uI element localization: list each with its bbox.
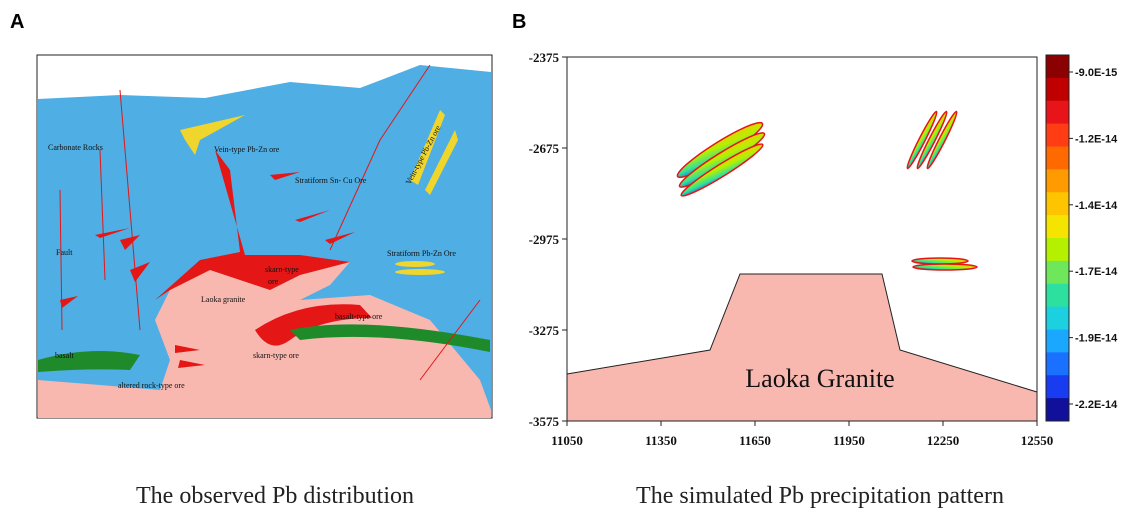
colorbar-band <box>1046 55 1069 79</box>
colorbar-band <box>1046 215 1069 239</box>
basalt <box>38 351 140 372</box>
ore-body <box>916 110 948 170</box>
x-tick-label: 11050 <box>551 433 583 448</box>
map-label: Fault <box>56 248 73 257</box>
colorbar-band <box>1046 375 1069 399</box>
x-tick-label: 12250 <box>927 433 960 448</box>
x-tick-label: 11350 <box>645 433 677 448</box>
stratiform-ore <box>395 261 435 267</box>
fault <box>59 64 481 381</box>
caption: The simulated Pb precipitation pattern <box>636 483 1004 509</box>
map-label: Laoka granite <box>201 295 246 304</box>
colorbar-band <box>1046 283 1069 308</box>
map-label: Vein-type Pb-Zn ore <box>214 145 280 154</box>
simulation-plot: Laoka Granite <box>566 56 1038 422</box>
colorbar-band <box>1046 169 1069 193</box>
map-label: Carbonate Rocks <box>48 143 103 152</box>
colorbar-band <box>1046 123 1069 147</box>
y-tick-label: -2975 <box>529 232 560 247</box>
map-label: ore <box>268 277 279 286</box>
colorbar-label: -9.0E-15 <box>1075 67 1117 79</box>
colorbar-label: -1.4E-14 <box>1075 200 1118 212</box>
ore-body <box>926 110 958 170</box>
basalt-ore <box>290 324 490 352</box>
colorbar-label: -1.7E-14 <box>1075 266 1118 278</box>
map-label: basalt-type ore <box>335 312 383 321</box>
colorbar-band <box>1046 77 1069 102</box>
map-label: altered rock-type ore <box>118 381 185 390</box>
map-label: Stratiform Pb-Zn Ore <box>387 249 456 258</box>
granite-label: Laoka Granite <box>745 364 894 393</box>
y-tick-label: -2675 <box>529 141 560 156</box>
colorbar-band <box>1046 329 1069 353</box>
panel-label: B <box>512 11 526 33</box>
skarn <box>255 304 372 346</box>
x-tick-label: 11650 <box>739 433 771 448</box>
colorbar-band <box>1046 238 1069 262</box>
vein-ore <box>410 110 458 195</box>
colorbar-band <box>1046 352 1069 376</box>
y-tick-label: -3575 <box>529 414 560 429</box>
y-tick-label: -2375 <box>529 50 560 65</box>
colorbar-label: -2.2E-14 <box>1075 399 1118 411</box>
x-tick-label: 12550 <box>1021 433 1054 448</box>
ore-body <box>912 263 978 271</box>
geologic-map: Carbonate Rocks Vein-type Pb-Zn ore Stra… <box>36 54 493 419</box>
caption: The observed Pb distribution <box>136 483 414 509</box>
colorbar-band <box>1046 260 1069 285</box>
map-label: skarn-type ore <box>253 351 299 360</box>
colorbar-band <box>1046 398 1069 422</box>
colorbar-band <box>1046 192 1069 216</box>
map-label: skarn-type <box>265 265 299 274</box>
y-tick-label: -3275 <box>529 323 560 338</box>
colorbar-label: -1.9E-14 <box>1075 333 1118 345</box>
colorbar-band <box>1046 306 1069 330</box>
x-tick-label: 11950 <box>833 433 865 448</box>
ore-bodies <box>676 110 978 271</box>
map-label: basalt <box>55 351 74 360</box>
panel-label: A <box>10 11 24 33</box>
ore-body <box>911 257 969 265</box>
vein-ore <box>180 115 245 155</box>
map-label: Stratiform Sn- Cu Ore <box>295 176 367 185</box>
colorbar-frame <box>1045 54 1070 422</box>
colorbar-band <box>1046 146 1069 170</box>
colorbar-label: -1.2E-14 <box>1075 133 1118 145</box>
ore-body <box>906 110 938 170</box>
skarn <box>155 150 350 300</box>
colorbar-band <box>1046 100 1069 125</box>
ore-body <box>680 143 764 197</box>
stratiform-ore <box>395 269 445 275</box>
granite-body <box>566 273 1038 422</box>
